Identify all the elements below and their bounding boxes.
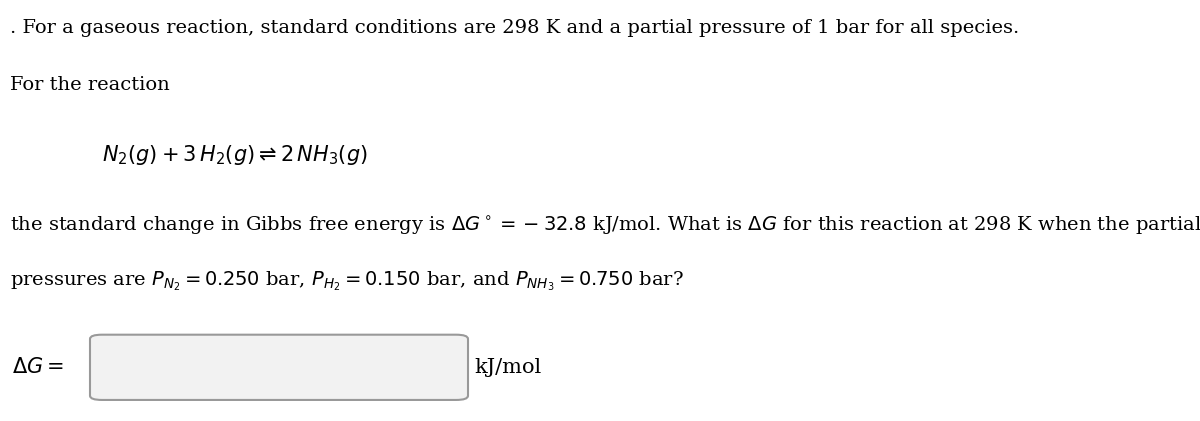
Text: . For a gaseous reaction, standard conditions are 298 K and a partial pressure o: . For a gaseous reaction, standard condi…	[10, 19, 1019, 37]
Text: kJ/mol: kJ/mol	[474, 358, 541, 377]
Text: $N_2(g) + 3\,H_2(g) \rightleftharpoons 2\,NH_3(g)$: $N_2(g) + 3\,H_2(g) \rightleftharpoons 2…	[102, 143, 367, 167]
Text: the standard change in Gibbs free energy is $\Delta G^\circ = -32.8$ kJ/mol. Wha: the standard change in Gibbs free energy…	[10, 215, 1200, 238]
Text: For the reaction: For the reaction	[10, 76, 169, 94]
FancyBboxPatch shape	[90, 335, 468, 400]
Text: pressures are $P_{N_2} = 0.250$ bar, $P_{H_2} = 0.150$ bar, and $P_{NH_3} = 0.75: pressures are $P_{N_2} = 0.250$ bar, $P_…	[10, 269, 683, 293]
Text: $\Delta G =$: $\Delta G =$	[12, 357, 64, 377]
